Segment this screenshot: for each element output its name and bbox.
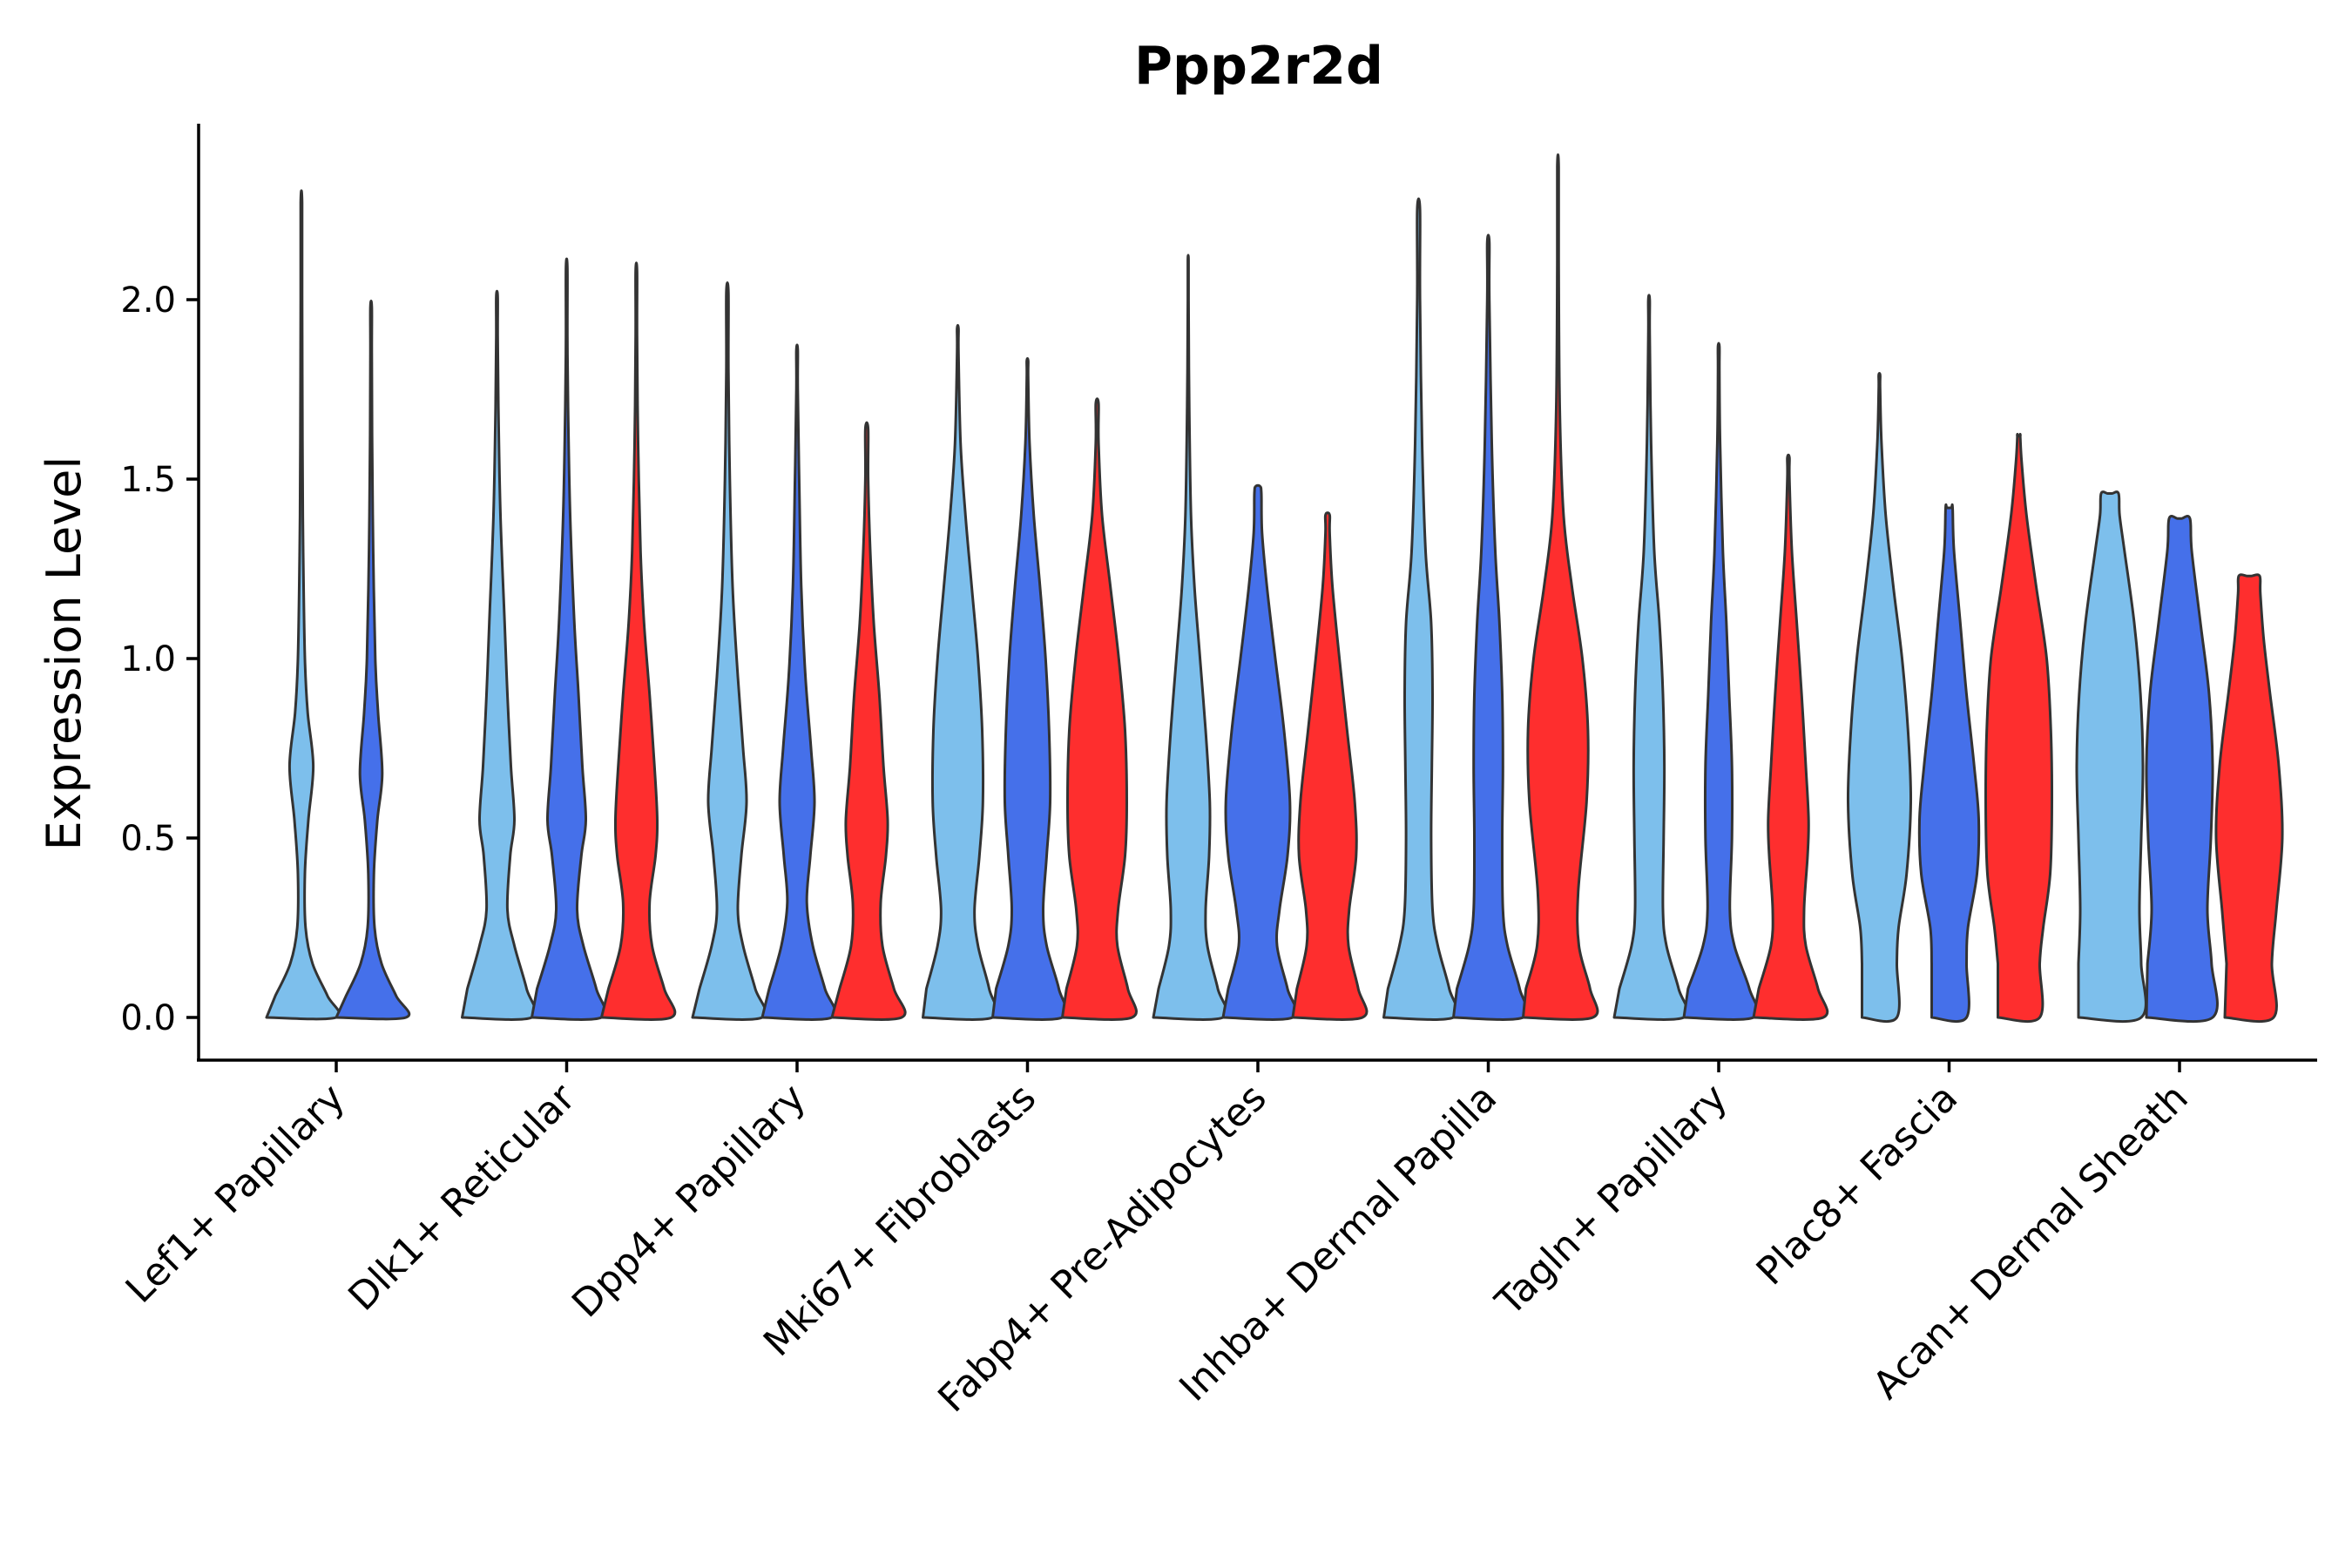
violins-layer — [265, 153, 2284, 1024]
violin-4-3 — [1061, 397, 1138, 1021]
y-tick-label: 1.0 — [120, 639, 176, 679]
y-ticks: 0.0 0.5 1.0 1.5 2.0 — [120, 280, 199, 1038]
violin-5-2 — [1221, 483, 1299, 1021]
violin-7-3 — [1752, 453, 1829, 1021]
y-tick-label: 1.5 — [120, 460, 176, 500]
y-tick-label: 0.0 — [120, 998, 176, 1038]
x-tick-label: Lef1+ Papillary — [118, 1076, 354, 1312]
violin-8-2 — [1917, 503, 1981, 1024]
violin-7-2 — [1682, 341, 1760, 1021]
violin-1-1 — [265, 189, 341, 1021]
violin-5-1 — [1152, 253, 1229, 1021]
violin-1-2 — [335, 300, 411, 1021]
violin-2-1 — [461, 289, 537, 1021]
x-tick-label: Plac8+ Fascia — [1748, 1076, 1967, 1294]
violin-7-1 — [1612, 294, 1690, 1021]
violin-6-2 — [1452, 233, 1530, 1021]
violin-3-3 — [830, 421, 907, 1021]
violin-4-2 — [991, 356, 1069, 1021]
x-tick-label: Dlk1+ Reticular — [340, 1075, 585, 1320]
violin-5-3 — [1291, 511, 1369, 1021]
y-tick-label: 2.0 — [120, 280, 176, 321]
chart-title: Ppp2r2d — [1134, 36, 1383, 97]
violin-4-1 — [922, 323, 999, 1021]
violin-9-2 — [2145, 515, 2219, 1024]
y-axis-label: Expression Level — [37, 456, 91, 851]
violin-2-2 — [531, 257, 607, 1021]
violin-8-1 — [1846, 371, 1913, 1024]
y-tick-label: 0.5 — [120, 819, 176, 859]
violin-6-3 — [1522, 153, 1599, 1021]
violin-2-3 — [600, 261, 677, 1021]
x-tick-label: Tagln+ Papillary — [1487, 1076, 1736, 1325]
violin-9-1 — [2075, 490, 2147, 1024]
violin-3-1 — [691, 280, 767, 1021]
violin-8-3 — [1984, 432, 2054, 1024]
violin-9-3 — [2214, 573, 2284, 1024]
violin-6-1 — [1382, 197, 1459, 1021]
violin-3-2 — [760, 343, 837, 1021]
x-tick-label: Dpp4+ Papillary — [564, 1076, 814, 1327]
